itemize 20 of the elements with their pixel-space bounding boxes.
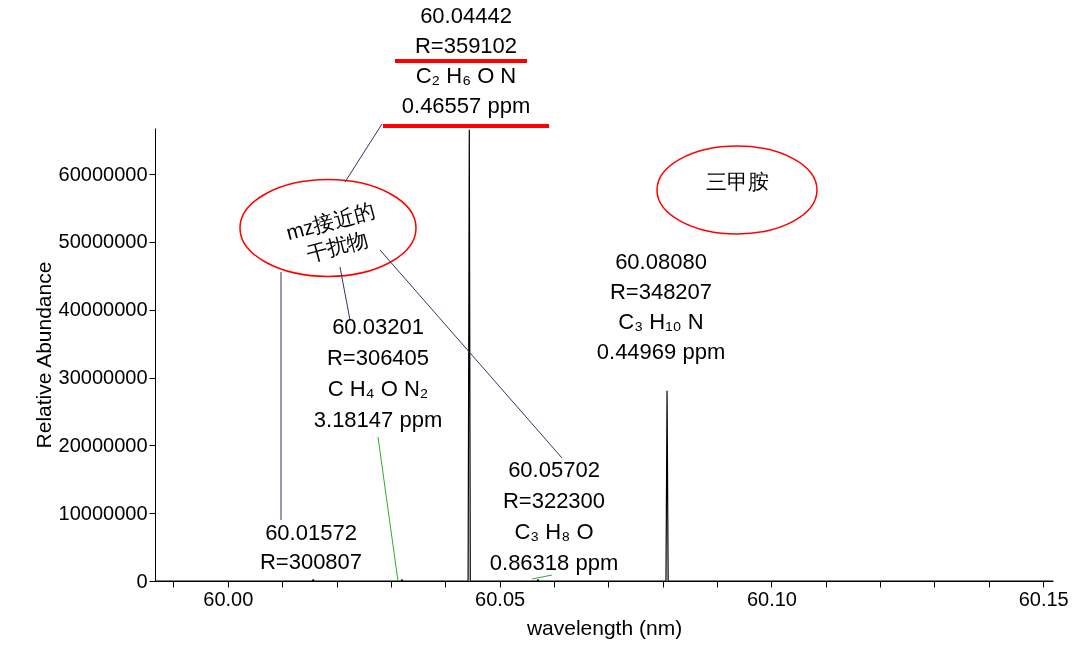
- y-axis-title: Relative Abundance: [31, 261, 55, 449]
- text: 60.04442 R=359102 C₂ H₆ O N 0.46557 ppm: [401, 3, 531, 118]
- annotation: 60.08080 R=348207 C₃ H₁₀ N 0.44969 ppm: [596, 249, 726, 364]
- annotation: mz接近的 干扰物: [283, 198, 378, 266]
- y-tick-label: 50000000: [58, 230, 148, 253]
- y-tick-label: 30000000: [58, 366, 148, 389]
- y-tick-label: 40000000: [58, 298, 148, 321]
- x-axis-title: wavelength (nm): [525, 615, 683, 639]
- y-tick-label: 10000000: [58, 501, 148, 524]
- y-tick-label: 60000000: [58, 162, 148, 185]
- y-tick-label: 0: [136, 569, 148, 592]
- annotation: 60.03201 R=306405 C H₄ O N₂ 3.18147 ppm: [313, 314, 443, 432]
- annotation: 三甲胺: [705, 170, 769, 193]
- x-tick-label: 60.15: [1018, 587, 1069, 610]
- x-tick-label: 60.05: [475, 587, 526, 610]
- annotation: 60.01572 R=300807: [259, 520, 363, 574]
- x-tick-label: 60.10: [746, 587, 797, 610]
- y-tick-label: 20000000: [58, 433, 148, 456]
- annotation: 60.05702 R=322300 C₃ H₈ O 0.86318 ppm: [489, 457, 619, 575]
- x-tick-label: 60.00: [203, 587, 254, 610]
